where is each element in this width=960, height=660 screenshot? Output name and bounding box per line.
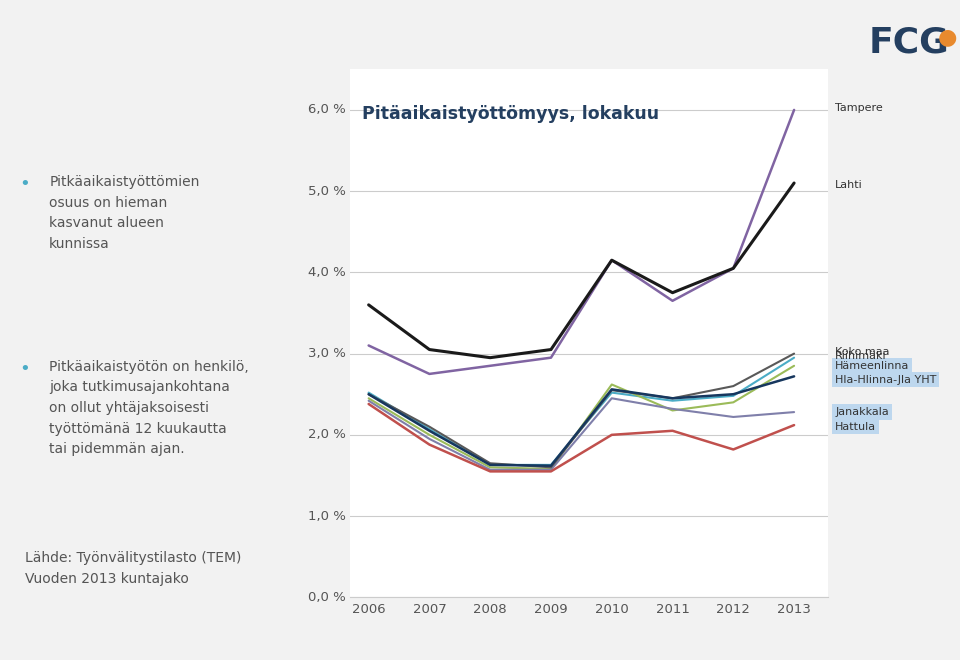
Text: •: • bbox=[19, 360, 30, 378]
Text: Janakkala: Janakkala bbox=[835, 407, 889, 417]
Text: 1,0 %: 1,0 % bbox=[308, 510, 346, 523]
Text: Koko maa: Koko maa bbox=[835, 347, 890, 357]
Text: Hämeenlinna: Hämeenlinna bbox=[835, 361, 909, 371]
Text: Pitkäaikaistyötön on henkilö,
joka tutkimusajankohtana
on ollut yhtäjaksoisesti
: Pitkäaikaistyötön on henkilö, joka tutki… bbox=[49, 360, 249, 456]
Text: •: • bbox=[19, 175, 30, 193]
Text: 6,0 %: 6,0 % bbox=[308, 104, 346, 116]
Text: 2,0 %: 2,0 % bbox=[308, 428, 346, 442]
Text: Riihimäki: Riihimäki bbox=[835, 351, 887, 361]
Text: 5,0 %: 5,0 % bbox=[308, 185, 346, 197]
Text: 3,0 %: 3,0 % bbox=[308, 347, 346, 360]
Text: 0,0 %: 0,0 % bbox=[308, 591, 346, 604]
Text: Tampere: Tampere bbox=[835, 104, 883, 114]
Text: FCG: FCG bbox=[869, 26, 949, 60]
Text: ●: ● bbox=[938, 28, 957, 48]
Text: Pitkäaikaistyöttömien
osuus on hieman
kasvanut alueen
kunnissa: Pitkäaikaistyöttömien osuus on hieman ka… bbox=[49, 175, 200, 251]
Text: 4,0 %: 4,0 % bbox=[308, 266, 346, 279]
Text: Hla-Hlinna-Jla YHT: Hla-Hlinna-Jla YHT bbox=[835, 375, 937, 385]
Text: Hattula: Hattula bbox=[835, 422, 876, 432]
Text: Pitäaikaistyöttömyys, lokakuu: Pitäaikaistyöttömyys, lokakuu bbox=[363, 105, 660, 123]
Text: Lähde: Työnvälitystilasto (TEM)
Vuoden 2013 kuntajako: Lähde: Työnvälitystilasto (TEM) Vuoden 2… bbox=[25, 551, 241, 585]
Text: Lahti: Lahti bbox=[835, 180, 863, 189]
